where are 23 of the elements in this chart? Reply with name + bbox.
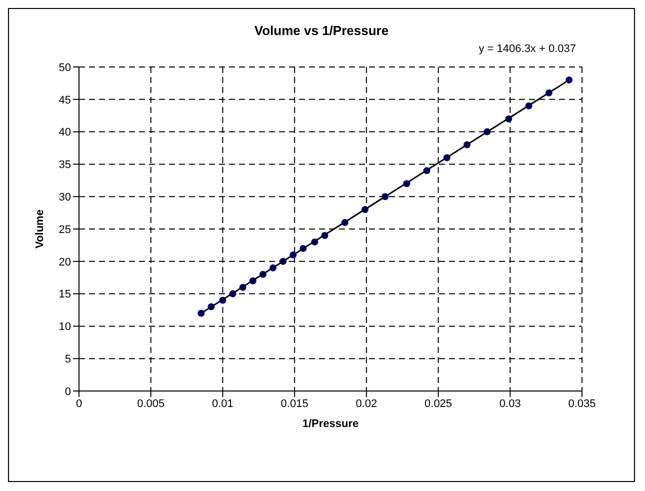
chart-title: Volume vs 1/Pressure	[253, 23, 390, 38]
text: y = 1406.3x + 0.037	[478, 43, 576, 55]
x-tick-label: 0.03	[499, 398, 521, 410]
x-tick-label: 0	[76, 398, 82, 410]
y-tick-label: 5	[64, 354, 71, 366]
y-axis-title: Volume	[34, 210, 46, 248]
x-axis-title: 1/Pressure	[302, 418, 359, 430]
x-tick-label: 0.035	[568, 398, 596, 410]
y-tick-label: 10	[58, 321, 71, 334]
y-tick-label: 35	[58, 159, 71, 172]
y-tick-label: 30	[58, 192, 71, 204]
y-tick-label: 15	[58, 288, 71, 301]
x-tick-label: 0.005	[137, 398, 165, 410]
y-tick-label: 40	[58, 126, 71, 139]
y-tick-label: 50	[58, 62, 71, 74]
x-tick-label: 0.025	[424, 398, 452, 410]
y-tick-label: 25	[58, 224, 71, 236]
x-tick-label: 0.02	[356, 398, 378, 410]
y-tick-label: 45	[58, 94, 71, 106]
x-tick-label: 0.01	[212, 398, 234, 410]
y-tick-label: 0	[64, 386, 71, 398]
y-tick-label: 20	[58, 256, 71, 268]
x-tick-label: 0.015	[280, 398, 308, 410]
